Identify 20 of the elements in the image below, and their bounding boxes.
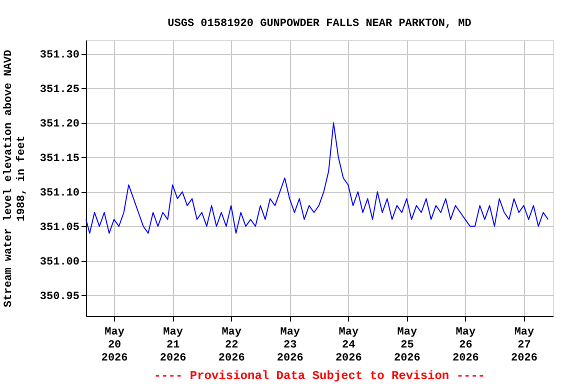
x-tick-label: May 21 2026 xyxy=(160,326,186,364)
x-tick-label: May 26 2026 xyxy=(452,326,479,364)
x-tick-label: May 27 2026 xyxy=(511,326,538,364)
x-tick-label: May 24 2026 xyxy=(335,326,362,364)
y-tick-label: 351.10 xyxy=(40,187,80,200)
text: ---- Provisional Data Subject to Revision ---- xyxy=(154,369,486,383)
x-tick-label: May 22 2026 xyxy=(218,326,245,364)
x-tick-label: May 20 2026 xyxy=(101,326,128,364)
x-tick-label: May 23 2026 xyxy=(276,326,304,364)
y-tick-label: 351.15 xyxy=(40,152,80,165)
line-series xyxy=(86,122,549,234)
chart-title: USGS 01581920 GUNPOWDER FALLS NEAR PARKTON, MD xyxy=(168,18,472,30)
y-axis-title: Stream water level elevation above NAVD 1988, in feet xyxy=(2,49,28,308)
y-tick-label: 351.25 xyxy=(40,84,80,96)
y-tick-label: 351.30 xyxy=(40,49,80,62)
y-tick-label: 351.20 xyxy=(40,118,80,130)
y-tick-label: 350.95 xyxy=(40,290,80,303)
y-tick-label: 351.00 xyxy=(40,256,80,268)
y-tick-label: 351.05 xyxy=(40,222,80,234)
x-tick-label: May 25 2026 xyxy=(394,326,420,364)
